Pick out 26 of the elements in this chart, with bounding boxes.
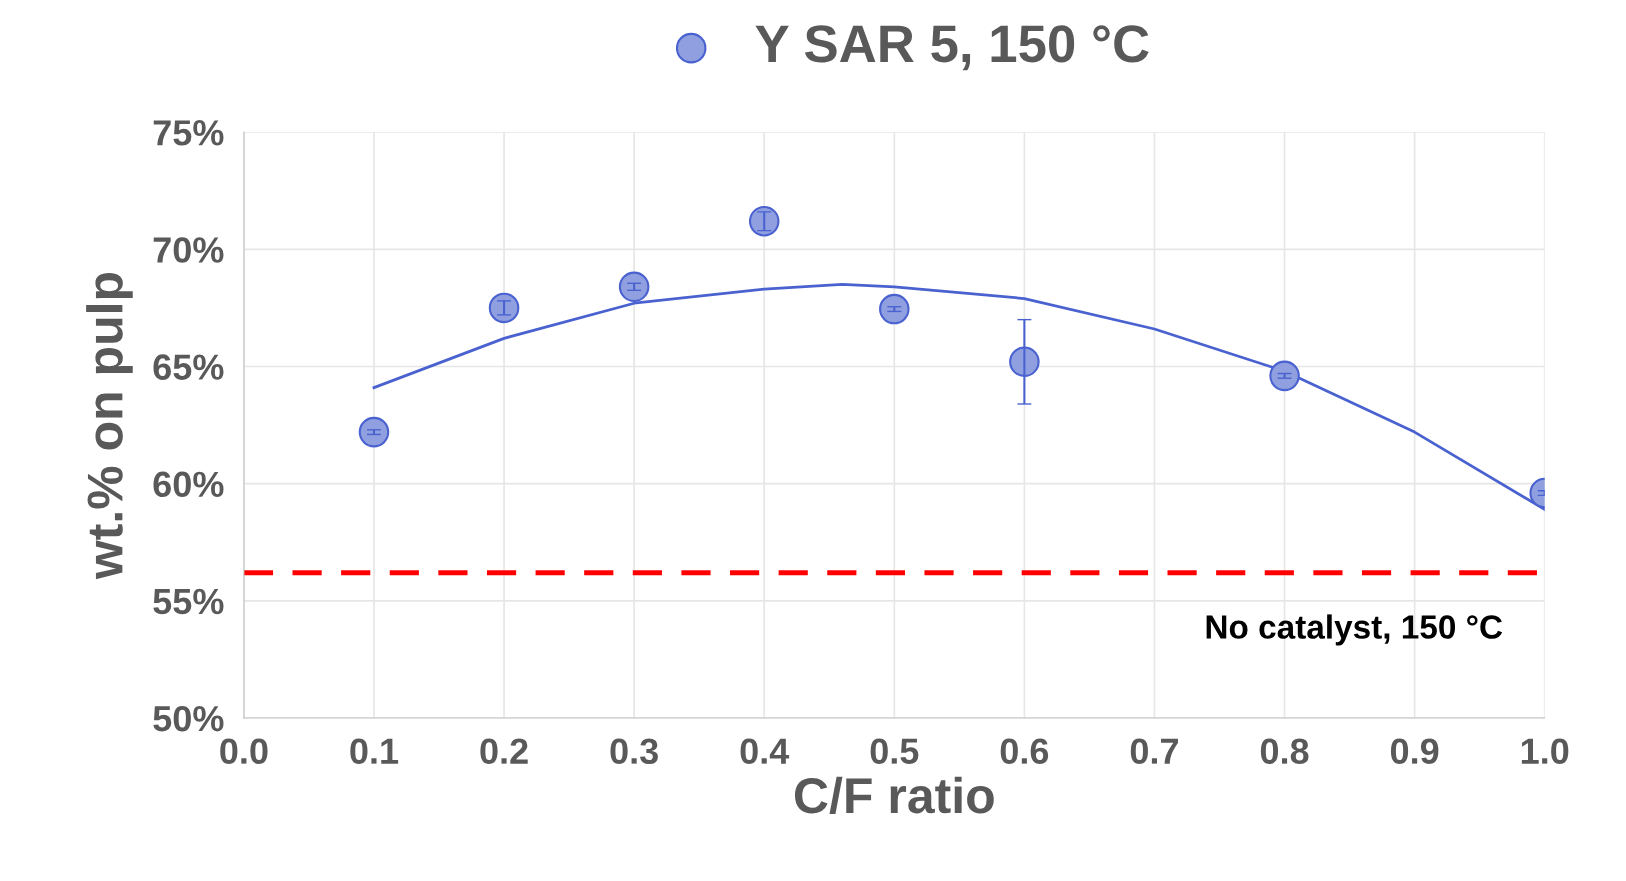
y-axis-title: wt.% on pulp (86, 272, 133, 580)
y-tick-label: 75% (153, 120, 224, 146)
x-tick-label: 1.0 (1521, 738, 1569, 764)
point (1009, 346, 1040, 378)
point (618, 271, 650, 303)
y-tick-label: 70% (153, 237, 224, 263)
x-tick-label: 0.0 (220, 738, 268, 764)
x-tick-label: 0.6 (1000, 738, 1049, 764)
x-axis-title: C/F ratio (794, 776, 994, 814)
x-tick-label: 0.7 (1130, 738, 1178, 764)
x-tick-label: 0.4 (740, 738, 790, 764)
x-tick-label: 0.2 (480, 738, 528, 764)
ref-line-label: No catalyst, 150 °C (1206, 614, 1503, 646)
x-tick-label: 0.9 (1390, 738, 1439, 764)
x-tick-label: 0.3 (610, 738, 658, 765)
x-tick-label: 0.1 (350, 738, 399, 764)
point (1269, 360, 1300, 392)
y-tick-label: 60% (153, 471, 224, 498)
point (358, 416, 390, 448)
y-tick-label: 50% (153, 705, 224, 732)
x-tick-label: 0.5 (870, 738, 919, 764)
legend-label: Y SAR 5, 150 °C (755, 25, 1149, 71)
point (879, 293, 910, 325)
x-tick-label: 0.8 (1260, 738, 1309, 764)
y-tick-label: 65% (153, 354, 224, 380)
y-tick-label: 55% (153, 588, 224, 615)
